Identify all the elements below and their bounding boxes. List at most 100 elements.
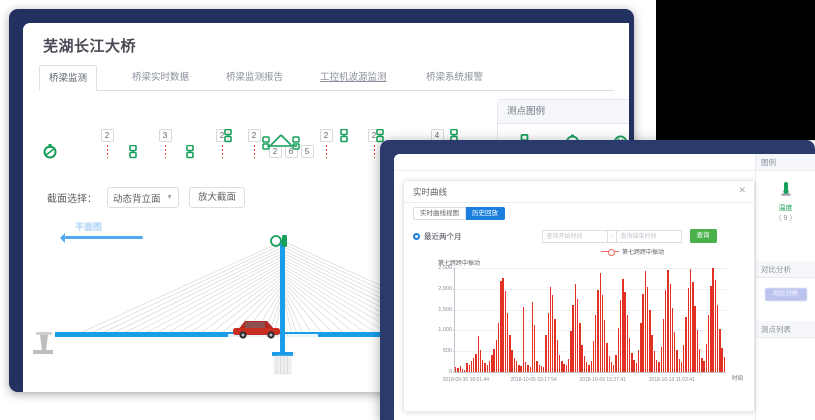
chart-bar: [468, 364, 470, 372]
sensor-icon-group-6[interactable]: [443, 129, 465, 159]
close-icon[interactable]: ✕: [738, 185, 746, 195]
chart-bar: [511, 350, 513, 372]
radio-last-two-months[interactable]: [413, 232, 420, 240]
side-panel-sensor-label: 温度: [778, 205, 793, 212]
chart-bar: [665, 290, 667, 372]
side-panel-temperature-sensor[interactable]: 温度 （ 9 ）: [756, 171, 815, 223]
sensor-cluster-deck[interactable]: [261, 133, 311, 159]
tab-bar: 桥梁监测 桥梁实时数据 桥梁监测报告 工控机波源监测 桥梁系统报警 视频监控: [39, 65, 629, 134]
chart-bar: [579, 322, 581, 372]
query-button[interactable]: 查询: [689, 229, 717, 243]
sensor-badge[interactable]: 2: [319, 129, 333, 142]
zoom-section-button[interactable]: 放大截面: [189, 187, 246, 208]
chart-bar: [595, 314, 597, 372]
chart-gridline: [455, 330, 726, 332]
chart-bar: [637, 350, 640, 372]
chart-bar: [597, 290, 599, 372]
sensor-icon-group-3[interactable]: [217, 129, 239, 159]
bridge-deck: [55, 332, 629, 337]
tab-realtime-curve-view[interactable]: 实时曲线视图: [413, 207, 466, 220]
chart-bar: [624, 292, 626, 372]
sensor-group-8[interactable]: 2: [315, 125, 337, 159]
tab-realtime-data[interactable]: 桥梁实时数据: [132, 72, 190, 83]
chart-bar: [484, 363, 486, 372]
chart-bar: [547, 312, 549, 372]
chart-bar: [678, 358, 680, 372]
chart-bar: [642, 293, 644, 372]
chart-bar: [633, 360, 635, 372]
chart-bar: [538, 364, 540, 372]
chart-bar: [658, 362, 660, 372]
tab-monitoring-report[interactable]: 桥梁监测报告: [226, 72, 284, 83]
chart-bar: [685, 317, 687, 372]
strain-gauge-icon: [224, 129, 232, 143]
chart-bar: [635, 363, 638, 372]
strain-gauge-icon: [129, 145, 137, 159]
sensor-icon-group-4[interactable]: [333, 129, 355, 159]
chart-bar: [615, 354, 617, 372]
chart-bar: [572, 304, 574, 372]
sensor-badge[interactable]: 2: [100, 129, 114, 142]
sensor-anchor-left[interactable]: [39, 143, 61, 159]
chart-bar: [520, 365, 522, 372]
chart-bar: [527, 364, 529, 372]
chart-bar: [651, 334, 653, 372]
chart-bar: [601, 295, 604, 372]
chart-bar: [667, 269, 669, 372]
sensor-icon-group-5[interactable]: [369, 129, 391, 159]
chart-legend[interactable]: 第七跨跨中振动: [600, 247, 664, 256]
chart-bar: [628, 337, 631, 372]
chart-y-tick: 2,500: [438, 265, 455, 271]
sensor-icon-group-1[interactable]: [122, 145, 144, 159]
legend-panel-header: 测点图例: [498, 100, 629, 124]
sensor-group-4[interactable]: 2: [243, 125, 265, 159]
chart-bar: [457, 368, 459, 372]
realtime-curve-dialog: 实时曲线 ✕ 实时曲线视图 历史回放 最近两个月 查询开始时间 - 查询结束时间…: [403, 180, 755, 412]
chart-x-tick: 2018-10-05 03:17:54: [510, 377, 557, 383]
sensor-icon-group-2[interactable]: [179, 145, 201, 159]
sensor-badge[interactable]: 3: [158, 129, 172, 142]
sensor-group-2[interactable]: 3: [154, 125, 176, 159]
sensor-group-1[interactable]: 2: [96, 125, 118, 159]
sensor-group-7[interactable]: 5: [296, 141, 318, 159]
chart-bar: [552, 294, 554, 372]
chevron-down-icon: ▼: [166, 194, 173, 201]
chart-x-axis-label: 时间: [732, 376, 744, 382]
chart-bar: [655, 359, 658, 372]
chart-x-tick: 2018-10-09 15:27:41: [579, 377, 626, 383]
chart-bar: [500, 281, 502, 372]
deck-sensor-cluster-icon: [262, 134, 300, 150]
chart-bar: [687, 288, 689, 372]
chart-bar: [613, 364, 615, 372]
compare-analysis-button[interactable]: 对比分析: [764, 288, 807, 301]
section-select[interactable]: 动态背立面 ▼: [107, 187, 179, 208]
query-start-date-input[interactable]: 查询开始时间: [541, 229, 608, 243]
chart-bar: [488, 361, 491, 372]
tab-system-alarm[interactable]: 桥梁系统报警: [426, 72, 484, 83]
chart-bar: [473, 357, 475, 372]
chart-bar: [617, 327, 619, 372]
chart-bar: [565, 365, 568, 372]
chart-bar: [626, 314, 629, 372]
chart-bar: [464, 369, 466, 372]
date-range-separator: -: [607, 229, 616, 243]
chart-legend-label: 第七跨跨中振动: [621, 250, 664, 256]
tab-machinery-monitoring[interactable]: 工控机波源监测: [320, 72, 387, 83]
chart-y-tick: 500: [442, 348, 456, 355]
chart-bar: [570, 331, 572, 372]
strain-gauge-icon: [186, 145, 194, 159]
sensor-badge[interactable]: 5: [300, 145, 314, 158]
chart-bar: [502, 277, 504, 372]
chart-bar: [622, 278, 624, 372]
chart-bar: [716, 304, 719, 372]
chart-y-tick: 2,000: [438, 285, 455, 292]
tab-history-playback[interactable]: 历史回放: [466, 207, 505, 220]
tab-bridge-monitoring[interactable]: 桥梁监测: [39, 65, 98, 91]
query-end-date-input[interactable]: 查询结束时间: [615, 229, 682, 243]
sensor-badge[interactable]: 2: [247, 129, 261, 142]
sensor-leader-line: [221, 145, 223, 158]
chart-bar: [455, 367, 457, 372]
chart-bar: [529, 366, 531, 372]
anchor-sensor-icon: [43, 144, 57, 159]
chart-bar: [581, 345, 583, 372]
